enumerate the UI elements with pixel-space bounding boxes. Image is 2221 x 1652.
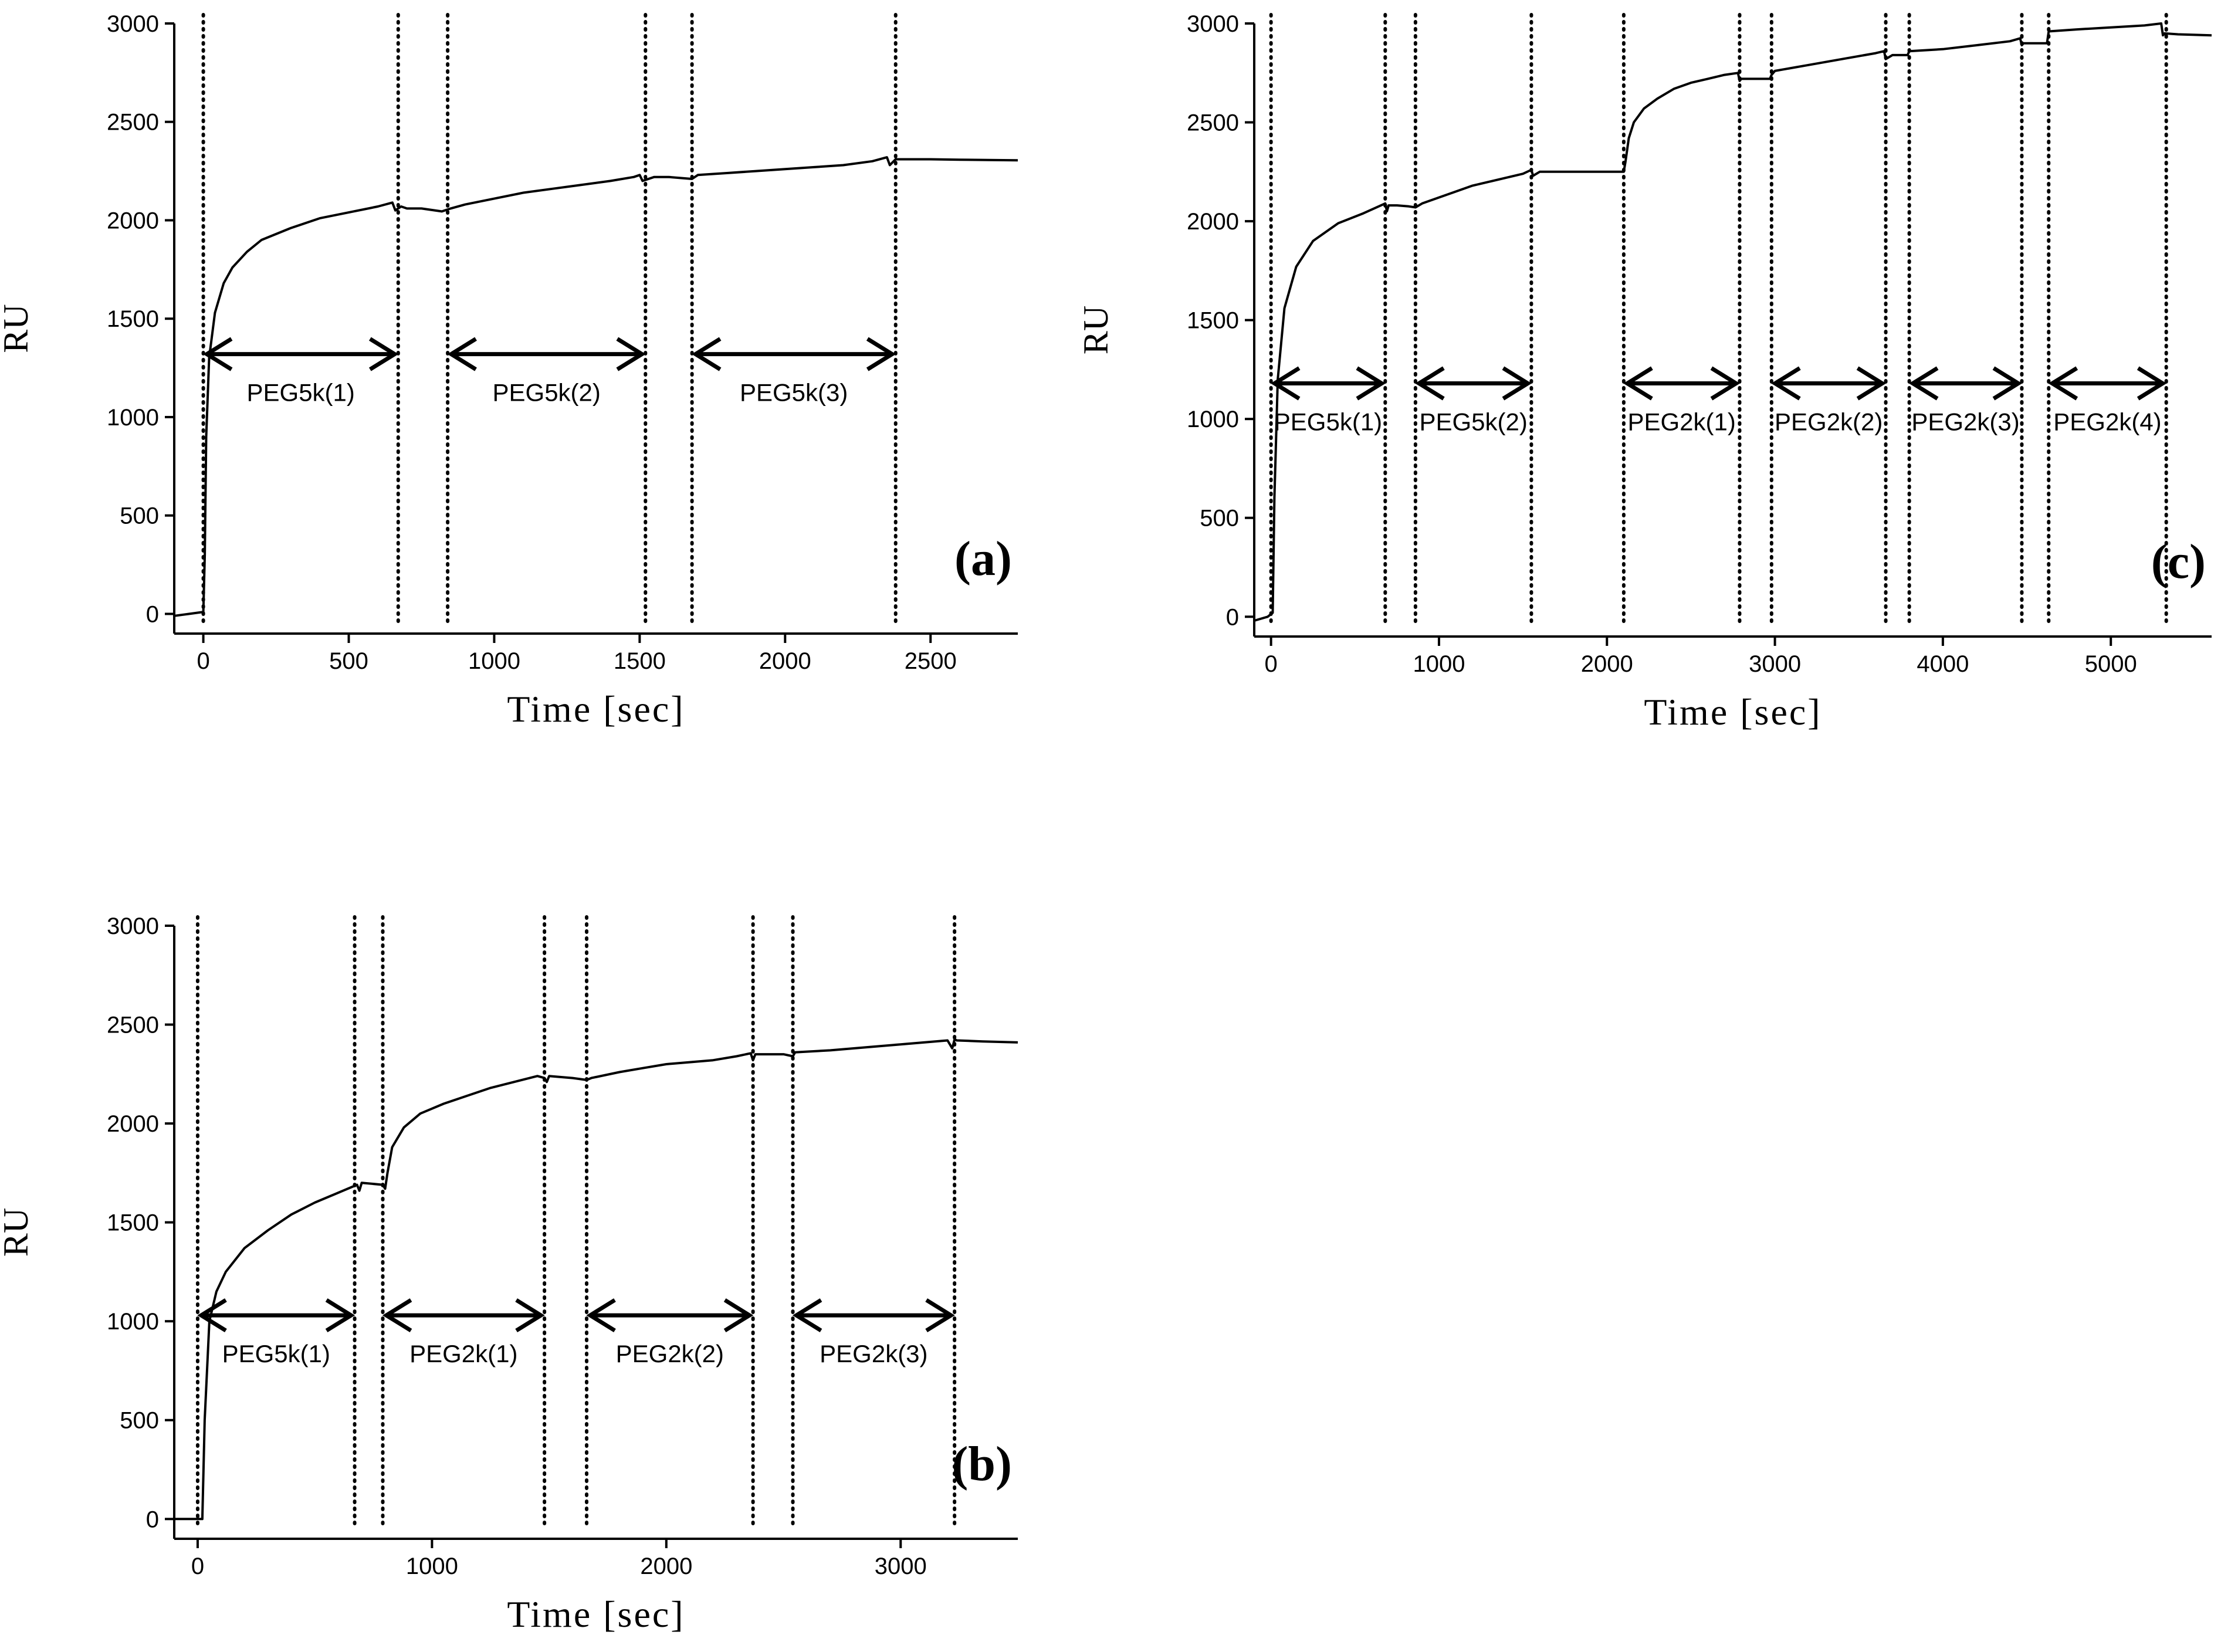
panel-a-chart: 0 500 1000 1500 2000 2500 3000 0 500 1000 1500 2000… (0, 11, 1018, 730)
interval-label: PEG2k(3) (1911, 408, 2019, 436)
panel-b-chart: 0 500 1000 1500 2000 2500 3000 0 1000 2000 3000 Tim… (0, 913, 1018, 1635)
panel-c-chart: 0 500 1000 1500 2000 2500 3000 0 1000 2000 3000 400… (1076, 11, 2212, 733)
x-tick-label: 1500 (614, 648, 666, 674)
interval-arrow (586, 1298, 754, 1333)
y-tick-label: 0 (146, 601, 159, 627)
interval-label: PEG2k(4) (2053, 408, 2161, 436)
y-tick-label: 1000 (1187, 407, 1239, 432)
x-tick-label: 2000 (640, 1553, 692, 1579)
y-tick-label: 1500 (107, 1210, 159, 1236)
interval-label: PEG5k(2) (493, 379, 601, 407)
y-tick-label: 3000 (1187, 11, 1239, 37)
x-tick-label: 3000 (875, 1553, 927, 1579)
x-tick-label: 0 (1265, 651, 1278, 677)
x-tick-label: 4000 (1917, 651, 1969, 677)
interval-label: PEG2k(3) (820, 1340, 927, 1367)
interval-label: PEG5k(2) (1419, 408, 1527, 436)
interval-label: PEG5k(1) (1274, 408, 1382, 436)
x-tick-label: 2500 (905, 648, 957, 674)
x-tick-label: 5000 (2085, 651, 2137, 677)
x-tick-label: 1000 (468, 648, 520, 674)
y-tick-label: 1000 (107, 1309, 159, 1335)
sensorgram-line (174, 1038, 1018, 1521)
interval-arrow (691, 337, 896, 371)
y-tick-label: 3000 (107, 913, 159, 939)
interval-arrow (382, 1298, 545, 1333)
panel-label: (c) (2151, 534, 2206, 589)
y-tick-label: 0 (1226, 604, 1239, 630)
sensorgram-line (1254, 22, 2212, 622)
interval-arrow (2048, 366, 2167, 401)
interval-label: PEG5k(1) (222, 1340, 330, 1367)
panel-label: (a) (954, 532, 1012, 586)
x-axis-title: Time [sec] (507, 1593, 685, 1635)
y-tick-label: 2000 (107, 208, 159, 233)
x-tick-label: 1000 (406, 1553, 458, 1579)
y-tick-label: 2000 (107, 1111, 159, 1137)
y-tick-label: 2500 (1187, 110, 1239, 136)
x-tick-label: 2000 (759, 648, 811, 674)
y-tick-label: 500 (120, 1408, 159, 1434)
interval-arrow (1415, 366, 1532, 401)
interval-label: PEG2k(2) (616, 1340, 724, 1367)
interval-label: PEG2k(1) (409, 1340, 517, 1367)
panel-label: (b) (952, 1437, 1012, 1491)
interval-arrow (1908, 366, 2023, 401)
x-tick-label: 3000 (1749, 651, 1801, 677)
interval-arrow (792, 1298, 955, 1333)
interval-arrow (1270, 366, 1386, 401)
x-axis-title: Time [sec] (507, 688, 685, 730)
y-axis-title: RU (0, 304, 35, 353)
interval-arrow (447, 337, 646, 371)
x-tick-label: 0 (197, 648, 209, 674)
interval-label: PEG2k(2) (1775, 408, 1883, 436)
interval-label: PEG5k(1) (247, 379, 355, 407)
y-axis-title: RU (0, 1208, 35, 1257)
interval-arrow (197, 1298, 356, 1333)
interval-arrow (202, 337, 399, 371)
y-axis-title: RU (1076, 306, 1115, 354)
y-tick-label: 3000 (107, 11, 159, 37)
x-tick-label: 1000 (1413, 651, 1465, 677)
y-tick-label: 2000 (1187, 209, 1239, 235)
x-tick-label: 0 (191, 1553, 204, 1579)
interval-arrow (1623, 366, 1741, 401)
x-tick-label: 500 (329, 648, 368, 674)
y-tick-label: 500 (120, 503, 159, 529)
y-tick-label: 1500 (1187, 308, 1239, 334)
sensorgram-line (174, 156, 1018, 617)
x-axis-title: Time [sec] (1644, 691, 1822, 733)
y-tick-label: 2500 (107, 110, 159, 136)
y-tick-label: 0 (146, 1507, 159, 1532)
y-tick-label: 1500 (107, 306, 159, 332)
y-tick-label: 1000 (107, 405, 159, 431)
y-tick-label: 2500 (107, 1013, 159, 1038)
interval-label: PEG5k(3) (740, 379, 848, 407)
interval-label: PEG2k(1) (1627, 408, 1735, 436)
x-tick-label: 2000 (1581, 651, 1633, 677)
y-tick-label: 500 (1200, 506, 1239, 532)
interval-arrow (1771, 366, 1887, 401)
